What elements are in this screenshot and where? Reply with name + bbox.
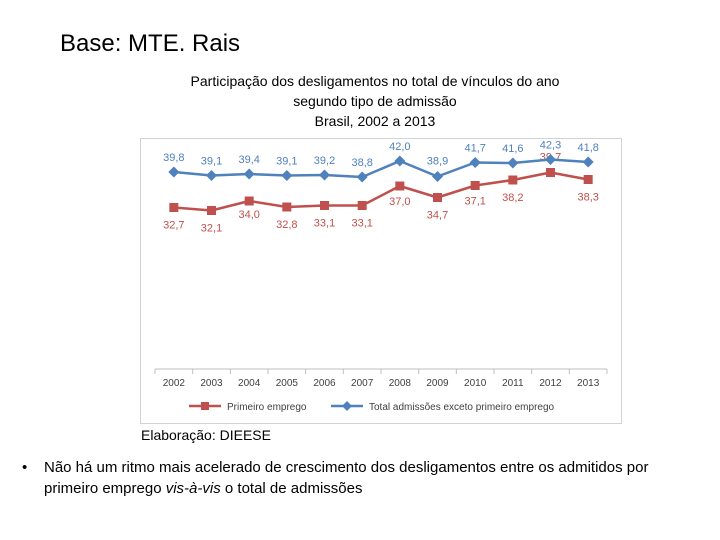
- data-point-total-admissoes-2002: [168, 166, 180, 178]
- x-tick-label-2002: 2002: [163, 378, 186, 389]
- data-point-primeiro-emprego-2007: [357, 201, 367, 210]
- data-point-primeiro-emprego-2010: [470, 181, 480, 190]
- x-tick-label-2008: 2008: [389, 378, 412, 389]
- data-label-total-admissoes-2004: 39,4: [238, 154, 259, 166]
- data-point-primeiro-emprego-2011: [508, 175, 518, 185]
- data-label-primeiro-emprego-2003: 32,1: [201, 223, 222, 235]
- data-point-total-admissoes-2007: [356, 171, 368, 183]
- data-point-total-admissoes-2010: [469, 157, 481, 168]
- data-point-primeiro-emprego-2005: [282, 202, 292, 212]
- x-tick-label-2009: 2009: [426, 378, 449, 389]
- data-point-total-admissoes-2006: [319, 169, 330, 181]
- x-tick-label-2003: 2003: [200, 378, 223, 389]
- data-label-total-admissoes-2009: 38,9: [427, 156, 448, 168]
- series-line-primeiro-emprego: [173, 171, 589, 212]
- x-tick-label-2013: 2013: [577, 378, 600, 389]
- data-label-total-admissoes-2013: 41,8: [577, 142, 598, 154]
- data-label-primeiro-emprego-2008: 37,0: [389, 196, 410, 208]
- legend-total-admissoes-marker: [342, 401, 352, 411]
- data-point-total-admissoes-2009: [432, 171, 443, 182]
- chart-title-line-3: Brasil, 2002 a 2013: [314, 113, 436, 129]
- data-point-primeiro-emprego-2006: [320, 201, 329, 210]
- legend-primeiro-emprego-label: Primeiro emprego: [227, 402, 307, 413]
- data-label-primeiro-emprego-2005: 32,8: [276, 219, 297, 231]
- data-label-total-admissoes-2002: 39,8: [163, 152, 184, 164]
- bullet-text-after: o total de admissões: [220, 480, 363, 497]
- line-chart: 2002 2003 2004 2005 2006 2007 2008 2009 2010 2011…: [154, 140, 608, 413]
- x-tick-label-2010: 2010: [464, 378, 487, 389]
- legend-total-admissoes-label: Total admissões exceto primeiro emprego: [369, 402, 555, 413]
- data-label-total-admissoes-2010: 41,7: [464, 143, 485, 155]
- bullet-text-italic: vis-à-vis: [165, 480, 221, 497]
- data-label-total-admissoes-2012: 42,3: [540, 140, 561, 152]
- data-label-primeiro-emprego-2006: 33,1: [314, 218, 335, 230]
- data-point-total-admissoes-2008: [394, 155, 406, 167]
- chart-title-line-2: segundo tipo de admissão: [293, 93, 457, 109]
- x-tick-label-2007: 2007: [351, 378, 374, 389]
- credit-text: Elaboração: DIEESE: [141, 427, 271, 443]
- data-label-total-admissoes-2006: 39,2: [314, 155, 335, 167]
- x-tick-label-2012: 2012: [539, 378, 562, 389]
- data-label-total-admissoes-2005: 39,1: [276, 156, 297, 168]
- data-point-primeiro-emprego-2002: [169, 203, 179, 212]
- bullet-text-before: Não há um ritmo mais acelerado de cresci…: [44, 459, 649, 497]
- data-point-total-admissoes-2011: [507, 157, 519, 169]
- source-title: Base: MTE. Rais: [60, 30, 241, 57]
- data-label-total-admissoes-2003: 39,1: [201, 156, 222, 168]
- x-tick-label-2004: 2004: [238, 378, 261, 389]
- data-point-primeiro-emprego-2013: [583, 175, 593, 184]
- data-label-primeiro-emprego-2007: 33,1: [351, 218, 372, 230]
- data-label-total-admissoes-2008: 42,0: [389, 141, 410, 153]
- data-point-total-admissoes-2012: [545, 154, 556, 165]
- data-point-total-admissoes-2003: [206, 170, 217, 181]
- chart-area: 2002 2003 2004 2005 2006 2007 2008 2009 2010 2011…: [140, 138, 622, 424]
- bullet-marker: •: [22, 459, 28, 476]
- data-label-total-admissoes-2011: 41,6: [502, 143, 523, 155]
- series-line-total-admissoes: [173, 158, 589, 179]
- x-tick-label-2011: 2011: [502, 378, 524, 389]
- data-point-primeiro-emprego-2009: [433, 193, 442, 202]
- data-label-primeiro-emprego-2004: 34,0: [238, 209, 259, 221]
- data-point-primeiro-emprego-2012: [546, 168, 555, 177]
- x-tick-label-2006: 2006: [313, 378, 336, 389]
- data-point-primeiro-emprego-2004: [244, 196, 254, 206]
- x-tick-label-2005: 2005: [276, 378, 299, 389]
- data-label-primeiro-emprego-2009: 34,7: [427, 210, 448, 222]
- data-label-primeiro-emprego-2010: 37,1: [464, 196, 485, 208]
- chart-title-line-1: Participação dos desligamentos no total …: [190, 73, 560, 89]
- data-label-primeiro-emprego-2002: 32,7: [163, 220, 184, 232]
- data-point-total-admissoes-2004: [243, 168, 255, 180]
- data-label-primeiro-emprego-2011: 38,2: [502, 192, 523, 204]
- bullet-text: Não há um ritmo mais acelerado de cresci…: [44, 457, 694, 499]
- legend-primeiro-emprego-marker: [201, 402, 209, 410]
- data-point-total-admissoes-2005: [281, 170, 293, 181]
- data-point-total-admissoes-2013: [582, 156, 594, 168]
- data-label-total-admissoes-2007: 38,8: [351, 157, 372, 169]
- data-point-primeiro-emprego-2008: [395, 181, 405, 191]
- data-point-primeiro-emprego-2003: [207, 206, 216, 215]
- chart-title: Participação dos desligamentos no total …: [140, 71, 610, 131]
- data-label-primeiro-emprego-2013: 38,3: [577, 192, 598, 204]
